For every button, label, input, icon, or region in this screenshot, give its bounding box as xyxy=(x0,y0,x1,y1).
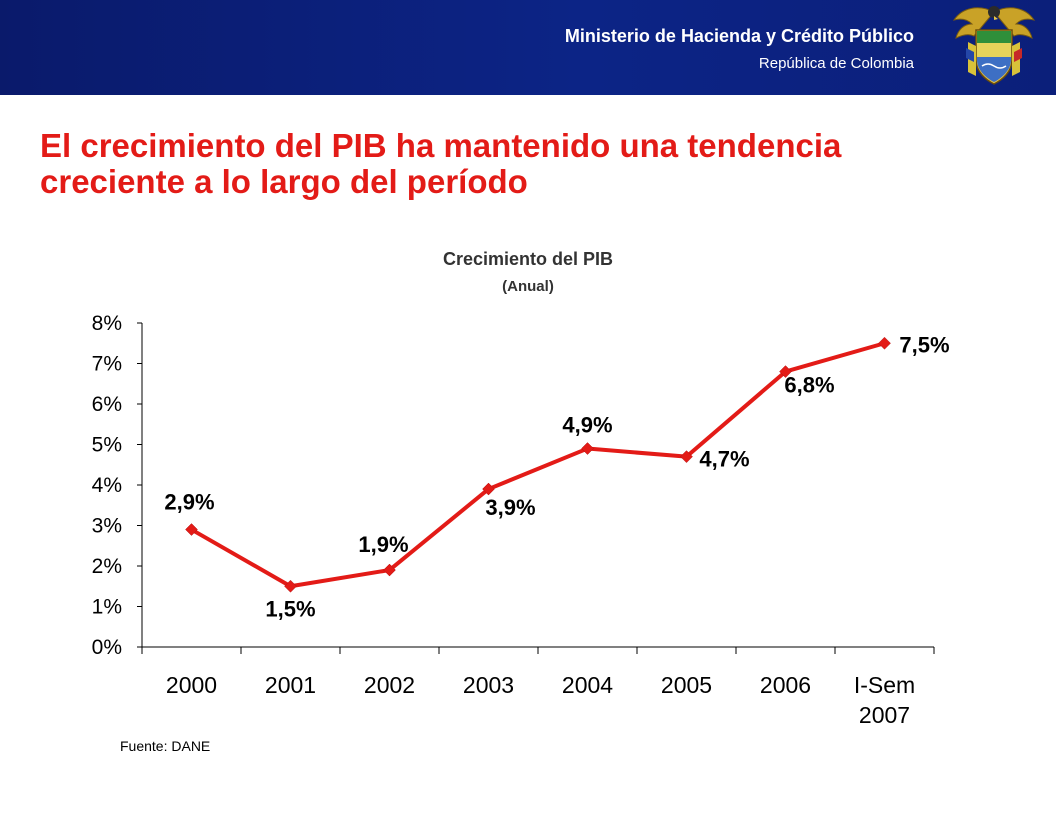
data-point xyxy=(383,563,396,577)
y-tick-label: 8% xyxy=(92,312,122,335)
y-tick-label: 0% xyxy=(92,636,122,659)
data-point xyxy=(482,482,495,496)
slide-title-line1: El crecimiento del PIB ha mantenido una … xyxy=(40,127,842,164)
x-tick-label: 2006 xyxy=(760,672,811,698)
data-point xyxy=(185,523,198,536)
data-label: 4,9% xyxy=(562,413,612,438)
data-label: 6,8% xyxy=(784,373,834,398)
y-tick-label: 1% xyxy=(92,596,122,619)
header-bar: Ministerio de Hacienda y Crédito Público… xyxy=(0,0,1056,95)
x-tick-label: 2000 xyxy=(166,672,217,698)
chart-title: Crecimiento del PIB xyxy=(442,249,614,269)
data-point xyxy=(581,442,594,455)
x-tick-label: 2001 xyxy=(265,672,316,698)
y-tick-label: 2% xyxy=(92,555,122,578)
data-point xyxy=(284,579,297,593)
ministry-name: Ministerio de Hacienda y Crédito Público xyxy=(564,26,914,46)
data-label: 1,9% xyxy=(358,532,408,557)
series-line xyxy=(190,341,886,589)
data-label: 2,9% xyxy=(164,490,214,515)
y-tick-label: 6% xyxy=(92,393,122,416)
data-label: 7,5% xyxy=(899,332,949,357)
colombia-coat-of-arms-icon xyxy=(952,6,1036,85)
x-tick-label: 2002 xyxy=(364,672,415,698)
slide-title-line2: creciente a lo largo del período xyxy=(40,163,528,200)
x-tick-label: 2004 xyxy=(562,672,613,698)
data-label: 1,5% xyxy=(265,596,315,621)
y-tick-label: 7% xyxy=(92,353,122,376)
x-tick-label: 2003 xyxy=(463,672,514,698)
country-name: República de Colombia xyxy=(758,55,914,72)
data-point xyxy=(680,450,693,464)
y-tick-label: 5% xyxy=(92,434,122,457)
slide-title: El crecimiento del PIB ha mantenido una … xyxy=(40,128,1030,200)
x-tick-label: 2005 xyxy=(661,672,712,698)
y-tick-label: 3% xyxy=(92,515,122,538)
x-tick-label: 2007 xyxy=(859,702,910,728)
x-tick-label: I-Sem xyxy=(854,672,915,698)
source-note: Fuente: DANE xyxy=(120,738,211,754)
y-tick-label: 4% xyxy=(92,474,122,497)
data-point xyxy=(779,365,792,378)
data-label: 4,7% xyxy=(699,447,749,472)
data-label: 3,9% xyxy=(485,495,535,520)
data-point xyxy=(878,336,891,350)
chart-subtitle: (Anual) xyxy=(502,278,554,295)
